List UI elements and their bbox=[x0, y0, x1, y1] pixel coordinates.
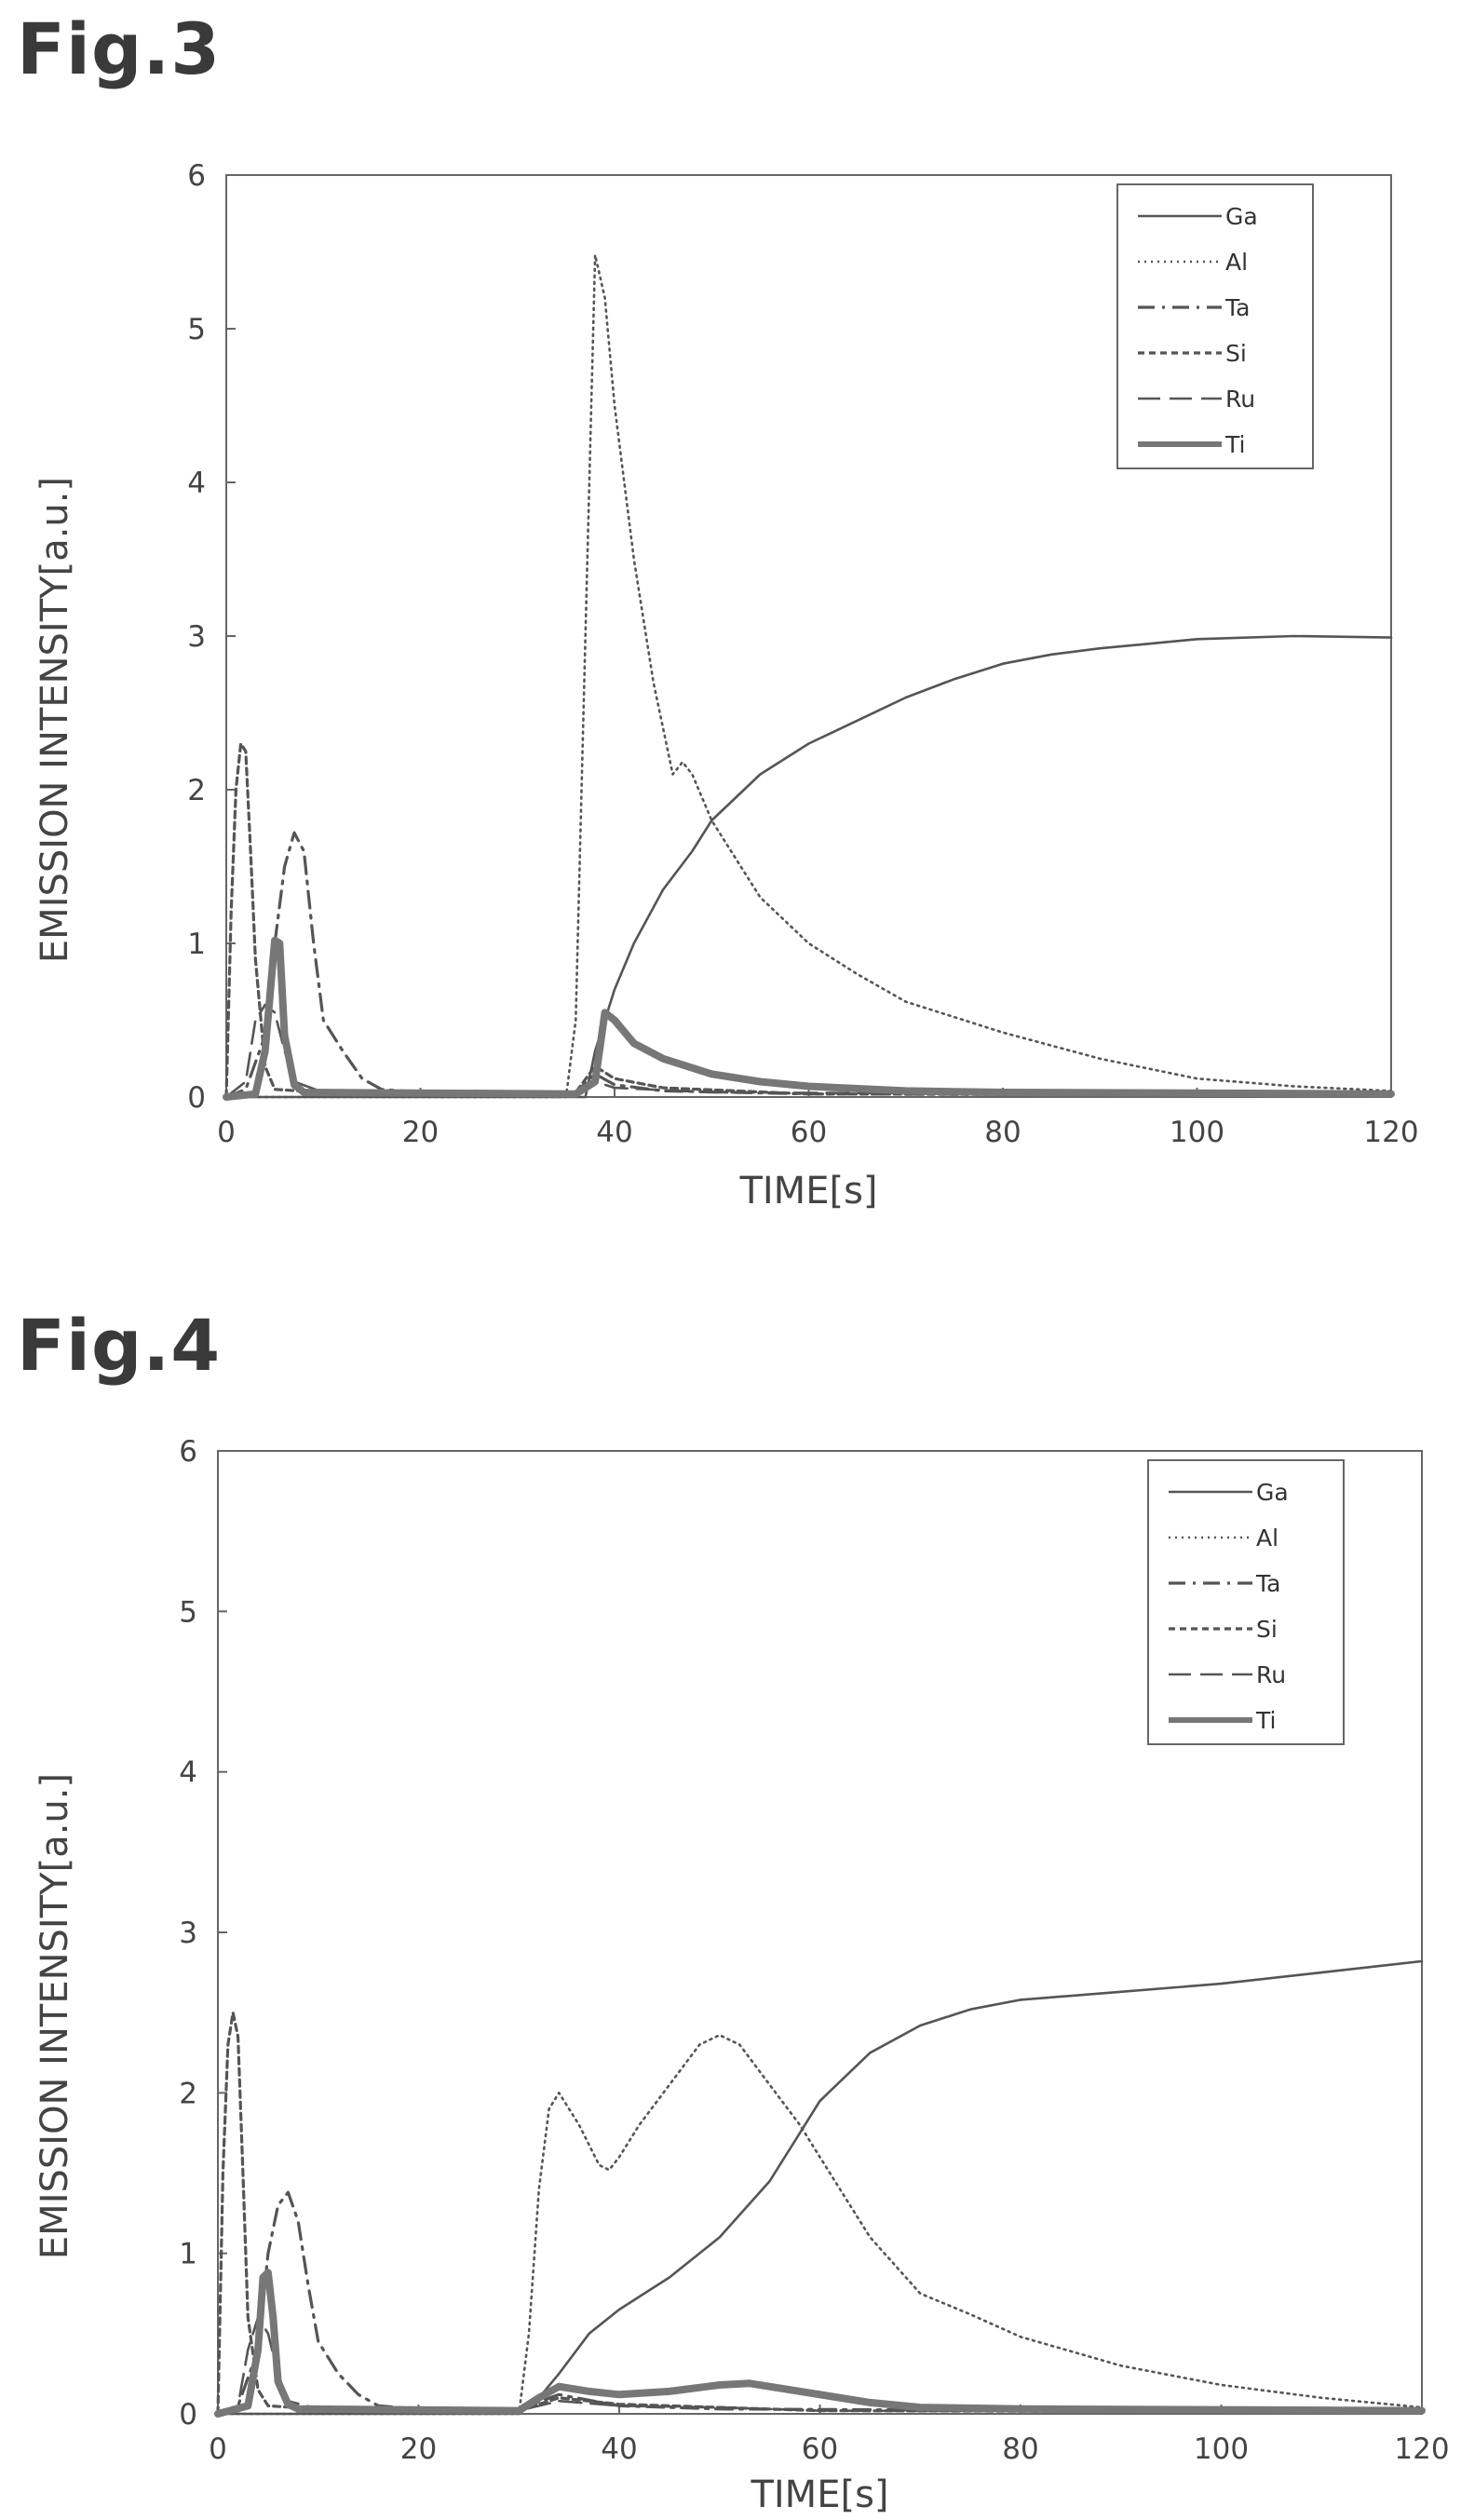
x-tick-label: 20 bbox=[400, 2432, 437, 2466]
x-tick-label: 60 bbox=[802, 2432, 838, 2466]
y-tick-label: 5 bbox=[187, 313, 206, 346]
x-tick-label: 40 bbox=[596, 1116, 632, 1149]
x-tick-label: 0 bbox=[209, 2432, 227, 2466]
series-line-ga bbox=[216, 1959, 1424, 2416]
x-tick-label: 40 bbox=[601, 2432, 637, 2466]
legend-label-ru: Ru bbox=[1225, 386, 1255, 413]
series-line-ta bbox=[224, 831, 1393, 1099]
legend-label-ti: Ti bbox=[1224, 431, 1245, 458]
x-axis-title: TIME[s] bbox=[738, 1170, 877, 1213]
y-axis-title: EMISSION INTENSITY[a.u.] bbox=[34, 1773, 76, 2259]
legend-label-ru: Ru bbox=[1256, 1661, 1286, 1688]
x-tick-label: 60 bbox=[791, 1116, 827, 1149]
legend-label-al: Al bbox=[1256, 1524, 1278, 1551]
legend-label-ta: Ta bbox=[1255, 1570, 1280, 1597]
x-tick-label: 100 bbox=[1194, 2432, 1249, 2466]
x-tick-label: 100 bbox=[1170, 1116, 1224, 1149]
y-tick-label: 5 bbox=[179, 1595, 197, 1629]
x-axis-title: TIME[s] bbox=[750, 2473, 888, 2516]
legend-label-ga: Ga bbox=[1256, 1479, 1289, 1506]
y-tick-label: 4 bbox=[187, 467, 206, 500]
y-tick-label: 1 bbox=[187, 928, 206, 961]
x-tick-label: 120 bbox=[1363, 1116, 1418, 1149]
y-tick-label: 2 bbox=[187, 774, 206, 807]
y-tick-label: 4 bbox=[179, 1756, 197, 1790]
legend-label-al: Al bbox=[1225, 249, 1248, 276]
x-tick-label: 80 bbox=[1002, 2432, 1038, 2466]
y-tick-label: 2 bbox=[179, 2077, 197, 2110]
series-line-al bbox=[216, 2034, 1424, 2416]
y-tick-label: 6 bbox=[179, 1435, 197, 1469]
series-line-ta bbox=[216, 2190, 1424, 2416]
y-tick-label: 0 bbox=[179, 2398, 197, 2432]
y-axis-title: EMISSION INTENSITY[a.u.] bbox=[34, 477, 76, 963]
series-line-ti bbox=[223, 936, 1395, 1101]
series-line-al bbox=[224, 253, 1393, 1099]
figure-label-3: Fig.3 bbox=[17, 7, 222, 90]
figure-label-4: Fig.4 bbox=[17, 1304, 222, 1387]
legend-label-ga: Ga bbox=[1225, 203, 1258, 230]
y-tick-label: 3 bbox=[187, 620, 206, 654]
legend-label-si: Si bbox=[1256, 1616, 1278, 1643]
legend-box bbox=[1147, 1459, 1345, 1745]
legend-label-si: Si bbox=[1225, 340, 1247, 367]
y-tick-label: 1 bbox=[179, 2238, 197, 2271]
y-tick-label: 6 bbox=[187, 159, 206, 193]
series-line-ga bbox=[224, 634, 1393, 1099]
x-tick-label: 0 bbox=[217, 1116, 236, 1149]
x-tick-label: 80 bbox=[984, 1116, 1021, 1149]
x-tick-label: 120 bbox=[1394, 2432, 1449, 2466]
series-line-ti bbox=[214, 2269, 1426, 2418]
legend-label-ti: Ti bbox=[1255, 1707, 1276, 1734]
legend-box bbox=[1116, 183, 1314, 469]
x-tick-label: 20 bbox=[402, 1116, 439, 1149]
series-line-si bbox=[216, 2011, 1424, 2416]
series-line-ru bbox=[216, 2316, 1424, 2416]
legend-label-ta: Ta bbox=[1224, 294, 1250, 321]
series-line-si bbox=[224, 741, 1393, 1099]
y-tick-label: 3 bbox=[179, 1917, 197, 1950]
y-tick-label: 0 bbox=[187, 1081, 206, 1115]
